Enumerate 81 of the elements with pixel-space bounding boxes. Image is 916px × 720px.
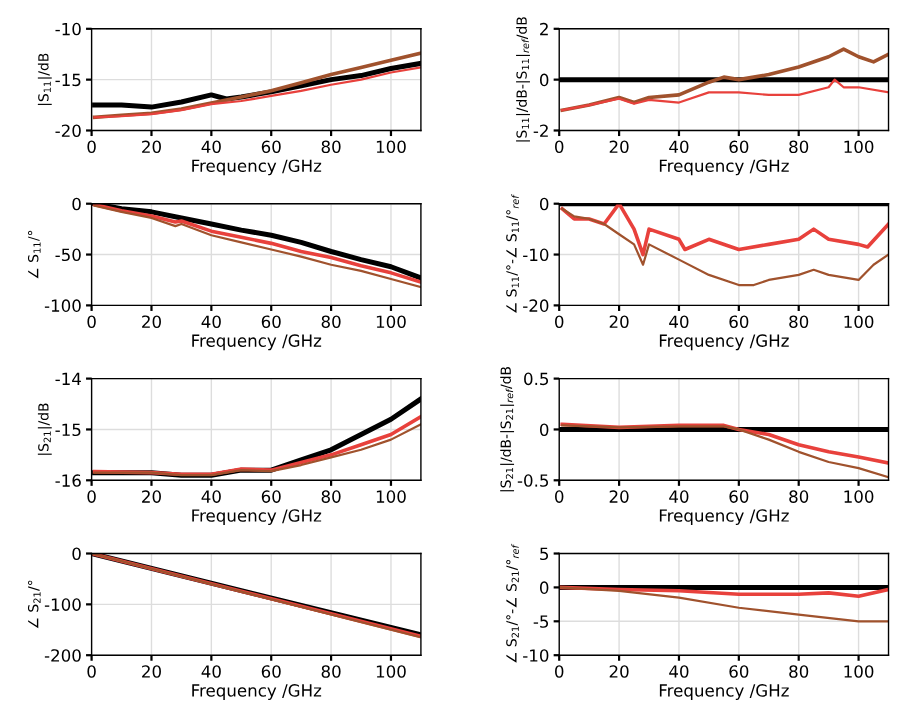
x-tick-label: 100: [376, 315, 406, 329]
y-tick-label: 0: [72, 197, 81, 211]
x-tick-label: 100: [844, 490, 874, 503]
x-tick-label: 40: [669, 315, 689, 329]
x-tick-label: 60: [261, 315, 281, 329]
y-tick-label: -200: [44, 649, 81, 662]
x-axis-title: Frequency /GHz: [192, 159, 322, 176]
x-tick-label: 20: [142, 140, 161, 154]
x-tick-label: 40: [201, 315, 221, 329]
x-tick-label: 0: [87, 315, 96, 329]
x-tick-label: 100: [844, 315, 874, 329]
x-tick-label: 80: [789, 665, 809, 678]
x-tick-label: 0: [555, 315, 564, 329]
x-tick-label: 60: [729, 140, 749, 154]
x-tick-label: 0: [555, 140, 564, 154]
x-axis-title: Frequency /GHz: [659, 334, 789, 351]
y-tick-label: -14: [55, 372, 81, 385]
x-axis-title: Frequency /GHz: [192, 334, 322, 351]
x-tick-label: 20: [609, 665, 629, 678]
x-tick-label: 60: [261, 490, 281, 503]
x-tick-label: 60: [729, 315, 749, 329]
x-axis-title: Frequency /GHz: [192, 509, 322, 526]
y-tick-label: -5: [533, 615, 549, 628]
x-tick-label: 80: [321, 140, 341, 154]
y-tick-label: 0: [539, 423, 549, 437]
x-tick-label: 20: [142, 315, 161, 329]
y-tick-label: 0: [539, 73, 549, 87]
x-tick-label: 60: [729, 490, 749, 503]
y-tick-label: -15: [55, 423, 81, 437]
y-tick-label: 0.5: [524, 372, 549, 386]
x-tick-label: 80: [789, 315, 809, 329]
x-tick-label: 20: [142, 665, 161, 678]
x-tick-label: 80: [321, 490, 341, 503]
x-tick-label: 0: [555, 490, 564, 503]
x-tick-label: 80: [321, 315, 341, 329]
x-tick-label: 100: [376, 140, 406, 154]
x-tick-label: 40: [669, 665, 689, 678]
x-tick-label: 100: [844, 665, 874, 678]
x-tick-label: 20: [609, 140, 629, 154]
x-axis-title: Frequency /GHz: [192, 684, 322, 700]
x-tick-label: 60: [729, 665, 749, 678]
y-tick-label: 0: [72, 547, 81, 561]
x-tick-label: 0: [87, 490, 96, 503]
y-tick-label: -10: [523, 649, 549, 662]
x-tick-label: 40: [201, 140, 221, 154]
x-tick-label: 40: [669, 490, 689, 503]
y-tick-label: 0: [539, 581, 549, 594]
x-tick-label: 0: [87, 140, 96, 154]
y-tick-label: -20: [55, 124, 81, 138]
x-axis-title: Frequency /GHz: [659, 159, 789, 176]
y-tick-label: -100: [44, 299, 81, 312]
y-tick-label: 0: [539, 197, 549, 211]
x-tick-label: 80: [789, 140, 809, 154]
x-tick-label: 100: [376, 490, 406, 503]
y-tick-label: -2: [533, 124, 548, 137]
x-tick-label: 0: [87, 665, 96, 678]
x-tick-label: 40: [201, 490, 221, 503]
x-tick-label: 80: [789, 490, 809, 503]
x-tick-label: 20: [142, 490, 161, 503]
x-tick-label: 100: [844, 140, 874, 154]
y-tick-label: -15: [55, 73, 81, 87]
y-tick-label: -10: [523, 248, 549, 262]
y-tick-label: -0.5: [517, 474, 549, 487]
x-axis-title: Frequency /GHz: [659, 684, 789, 700]
y-tick-label: -16: [55, 474, 81, 487]
y-tick-label: -20: [523, 299, 549, 312]
x-tick-label: 20: [609, 490, 629, 503]
x-tick-label: 100: [376, 665, 406, 678]
y-tick-label: 5: [540, 547, 549, 561]
y-tick-label: -100: [44, 598, 81, 611]
x-tick-label: 40: [201, 665, 221, 678]
y-tick-label: -10: [55, 22, 81, 36]
x-tick-label: 60: [261, 140, 281, 154]
x-tick-label: 60: [261, 665, 281, 678]
x-tick-label: 20: [609, 315, 629, 329]
x-tick-label: 40: [669, 140, 689, 154]
y-tick-label: -50: [55, 248, 81, 262]
x-axis-title: Frequency /GHz: [659, 509, 789, 526]
x-tick-label: 0: [555, 665, 564, 678]
x-tick-label: 80: [321, 665, 341, 678]
y-tick-label: 2: [540, 22, 548, 36]
